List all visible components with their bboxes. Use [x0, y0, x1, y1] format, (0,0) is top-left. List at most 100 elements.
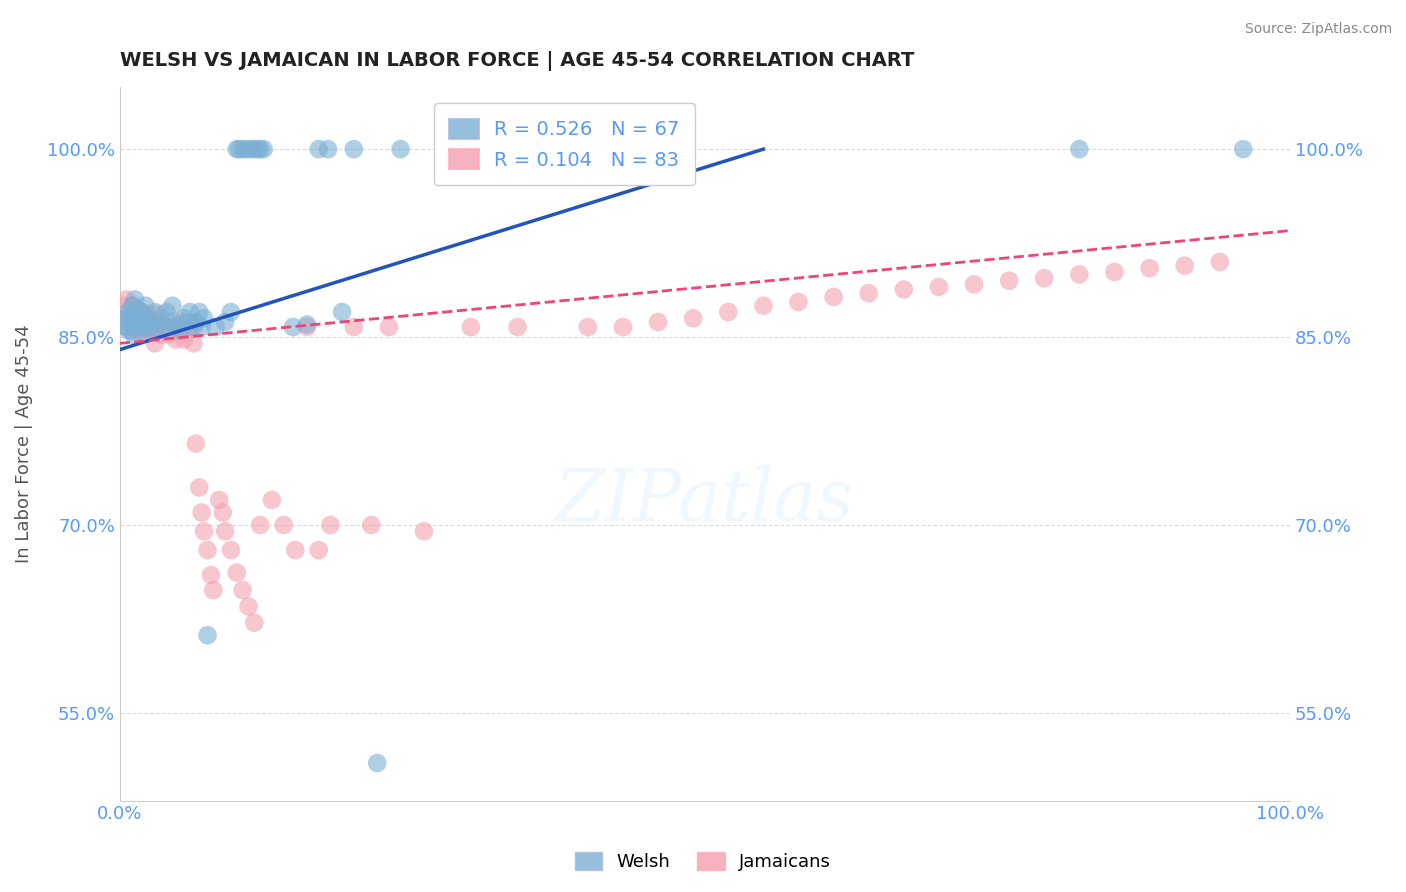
Point: [121, 299, 143, 313]
Point: [124, 293, 146, 307]
Point: [146, 320, 169, 334]
Point: [530, 142, 553, 156]
Point: [165, 333, 187, 347]
Point: [157, 327, 180, 342]
Point: [153, 320, 176, 334]
Point: [273, 518, 295, 533]
Point: [211, 506, 233, 520]
Point: [127, 315, 149, 329]
Point: [366, 756, 388, 770]
Point: [319, 518, 342, 533]
Point: [127, 302, 149, 317]
Point: [225, 142, 247, 156]
Point: [124, 320, 146, 334]
Point: [118, 324, 141, 338]
Point: [167, 318, 190, 332]
Point: [129, 311, 152, 326]
Point: [316, 142, 339, 156]
Point: [1209, 255, 1232, 269]
Point: [295, 320, 318, 334]
Point: [682, 311, 704, 326]
Point: [541, 142, 564, 156]
Point: [169, 315, 191, 329]
Point: [118, 305, 141, 319]
Text: ZIPatlas: ZIPatlas: [555, 466, 855, 536]
Point: [647, 315, 669, 329]
Point: [225, 566, 247, 580]
Point: [153, 320, 176, 334]
Point: [121, 324, 143, 338]
Point: [343, 320, 366, 334]
Point: [239, 142, 262, 156]
Point: [146, 308, 169, 322]
Point: [330, 305, 353, 319]
Point: [343, 142, 366, 156]
Point: [228, 142, 250, 156]
Point: [162, 299, 184, 313]
Point: [125, 320, 148, 334]
Point: [132, 318, 155, 332]
Point: [260, 492, 283, 507]
Point: [200, 568, 222, 582]
Y-axis label: In Labor Force | Age 45-54: In Labor Force | Age 45-54: [15, 325, 32, 563]
Point: [193, 524, 215, 539]
Point: [576, 320, 599, 334]
Point: [787, 295, 810, 310]
Point: [243, 615, 266, 630]
Point: [173, 311, 195, 326]
Point: [179, 305, 201, 319]
Point: [149, 327, 172, 342]
Point: [122, 311, 145, 326]
Point: [143, 336, 166, 351]
Point: [129, 320, 152, 334]
Point: [928, 280, 950, 294]
Point: [752, 299, 775, 313]
Point: [115, 311, 138, 326]
Point: [120, 308, 142, 322]
Text: Source: ZipAtlas.com: Source: ZipAtlas.com: [1244, 22, 1392, 37]
Point: [143, 305, 166, 319]
Point: [135, 308, 157, 322]
Point: [134, 320, 156, 334]
Point: [120, 299, 142, 313]
Point: [173, 333, 195, 347]
Point: [295, 318, 318, 332]
Point: [243, 142, 266, 156]
Point: [360, 518, 382, 533]
Point: [117, 305, 139, 319]
Point: [165, 320, 187, 334]
Point: [134, 320, 156, 334]
Point: [138, 324, 160, 338]
Point: [184, 436, 207, 450]
Point: [132, 315, 155, 329]
Point: [139, 315, 162, 329]
Point: [120, 318, 142, 332]
Point: [127, 315, 149, 329]
Point: [190, 506, 212, 520]
Point: [155, 320, 177, 334]
Point: [281, 320, 304, 334]
Point: [188, 480, 211, 494]
Point: [506, 320, 529, 334]
Point: [389, 142, 412, 156]
Point: [167, 320, 190, 334]
Point: [138, 320, 160, 334]
Point: [134, 299, 156, 313]
Text: WELSH VS JAMAICAN IN LABOR FORCE | AGE 45-54 CORRELATION CHART: WELSH VS JAMAICAN IN LABOR FORCE | AGE 4…: [120, 51, 914, 70]
Point: [134, 324, 156, 338]
Point: [176, 315, 198, 329]
Point: [246, 142, 269, 156]
Point: [202, 583, 225, 598]
Point: [378, 320, 401, 334]
Point: [131, 305, 153, 319]
Point: [117, 320, 139, 334]
Point: [249, 518, 271, 533]
Point: [114, 311, 136, 326]
Point: [612, 320, 634, 334]
Point: [208, 492, 231, 507]
Point: [1174, 259, 1197, 273]
Point: [963, 277, 986, 292]
Point: [131, 305, 153, 319]
Point: [197, 543, 219, 558]
Point: [112, 315, 135, 329]
